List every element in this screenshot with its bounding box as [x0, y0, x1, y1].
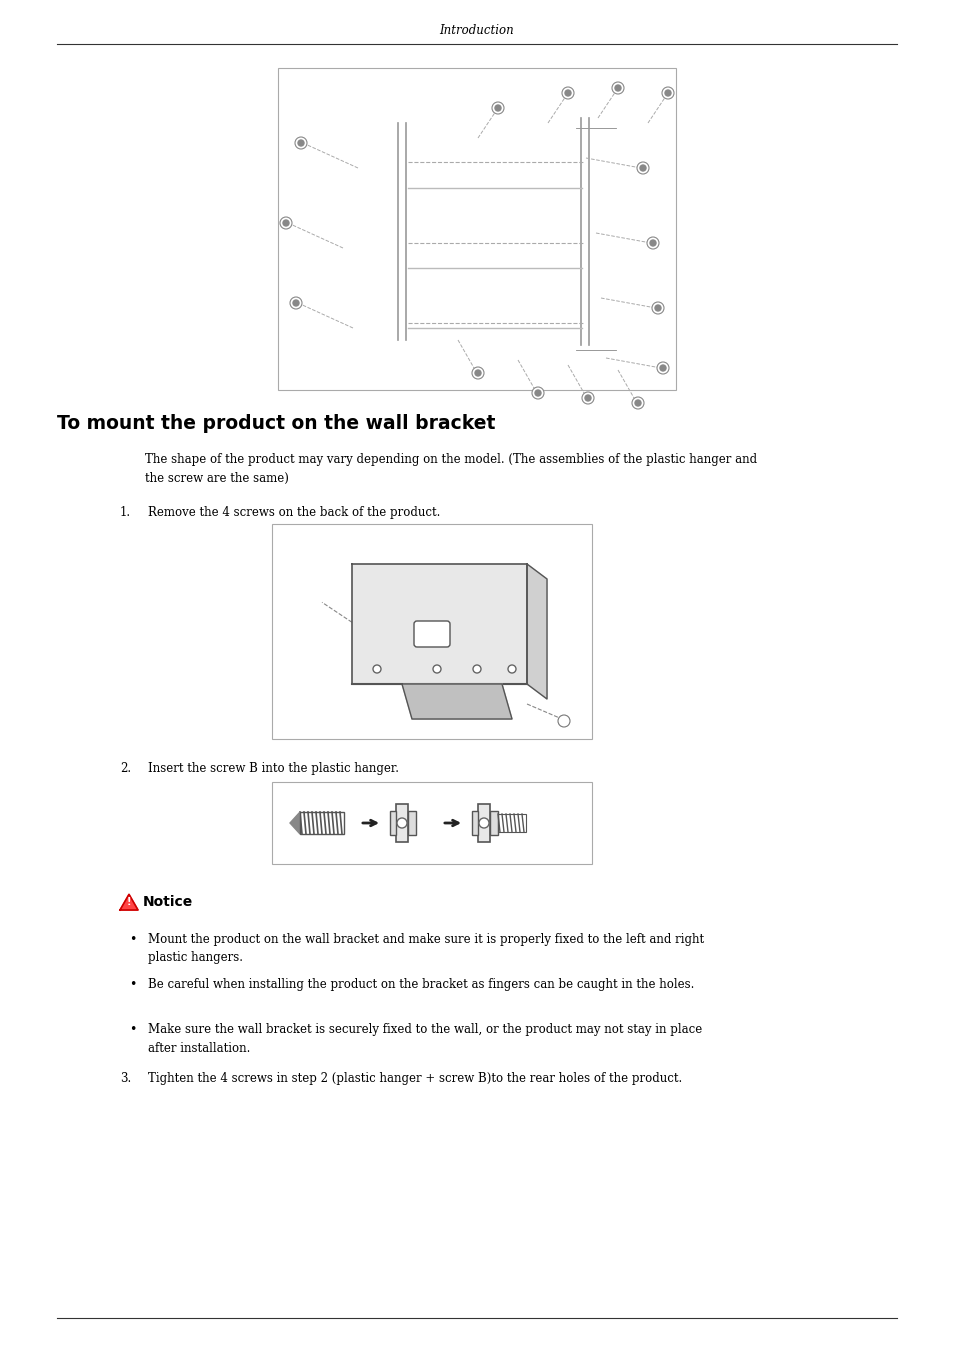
Bar [272, 782, 592, 864]
Circle shape [561, 86, 574, 99]
Bar [395, 805, 408, 842]
Circle shape [635, 400, 640, 406]
Circle shape [290, 297, 302, 309]
Polygon shape [352, 564, 526, 684]
Circle shape [532, 387, 543, 400]
Polygon shape [290, 811, 299, 834]
Text: Make sure the wall bracket is securely fixed to the wall, or the product may not: Make sure the wall bracket is securely f… [148, 1023, 701, 1054]
Text: Remove the 4 screws on the back of the product.: Remove the 4 screws on the back of the p… [148, 506, 440, 518]
Bar [277, 68, 676, 390]
Text: Mount the product on the wall bracket and make sure it is properly fixed to the : Mount the product on the wall bracket an… [148, 933, 703, 964]
Circle shape [639, 165, 645, 171]
Circle shape [581, 392, 594, 404]
Circle shape [297, 140, 304, 146]
Circle shape [294, 136, 307, 148]
Circle shape [472, 367, 483, 379]
Circle shape [646, 238, 659, 248]
Circle shape [659, 364, 665, 371]
Circle shape [558, 716, 569, 728]
Bar [408, 811, 416, 836]
Text: •: • [130, 933, 136, 946]
Circle shape [612, 82, 623, 94]
FancyBboxPatch shape [414, 621, 450, 647]
Bar [477, 805, 490, 842]
Circle shape [478, 818, 489, 828]
Bar [490, 811, 497, 836]
Circle shape [564, 90, 571, 96]
Text: !: ! [127, 896, 132, 907]
Polygon shape [526, 564, 546, 699]
Polygon shape [120, 894, 138, 910]
Text: Tighten the 4 screws in step 2 (plastic hanger + screw B)to the rear holes of th: Tighten the 4 screws in step 2 (plastic … [148, 1072, 681, 1085]
Circle shape [651, 302, 663, 315]
Circle shape [657, 362, 668, 374]
Text: The shape of the product may vary depending on the model. (The assemblies of the: The shape of the product may vary depend… [145, 454, 757, 485]
Text: 3.: 3. [120, 1072, 132, 1085]
Circle shape [655, 305, 660, 310]
Circle shape [492, 103, 503, 113]
Circle shape [433, 666, 440, 674]
Circle shape [396, 818, 407, 828]
Bar [299, 811, 344, 834]
Circle shape [280, 217, 292, 230]
Bar [390, 811, 395, 836]
Circle shape [637, 162, 648, 174]
Circle shape [615, 85, 620, 90]
Bar [497, 814, 525, 832]
Circle shape [664, 90, 670, 96]
Text: 2.: 2. [120, 761, 131, 775]
Text: 1.: 1. [120, 506, 131, 518]
Text: Introduction: Introduction [439, 23, 514, 36]
Circle shape [495, 105, 500, 111]
Text: •: • [130, 977, 136, 991]
Circle shape [293, 300, 298, 306]
Circle shape [473, 666, 480, 674]
Text: •: • [130, 1023, 136, 1035]
Circle shape [283, 220, 289, 225]
Circle shape [373, 666, 380, 674]
Circle shape [661, 86, 673, 99]
Circle shape [535, 390, 540, 396]
Circle shape [475, 370, 480, 377]
Bar [472, 811, 477, 836]
Circle shape [649, 240, 656, 246]
Text: Be careful when installing the product on the bracket as fingers can be caught i: Be careful when installing the product o… [148, 977, 694, 991]
Text: To mount the product on the wall bracket: To mount the product on the wall bracket [57, 414, 495, 433]
Text: Insert the screw B into the plastic hanger.: Insert the screw B into the plastic hang… [148, 761, 398, 775]
Circle shape [507, 666, 516, 674]
Text: Notice: Notice [143, 895, 193, 909]
Bar [272, 524, 592, 738]
Polygon shape [401, 684, 512, 720]
Circle shape [584, 396, 590, 401]
Circle shape [631, 397, 643, 409]
